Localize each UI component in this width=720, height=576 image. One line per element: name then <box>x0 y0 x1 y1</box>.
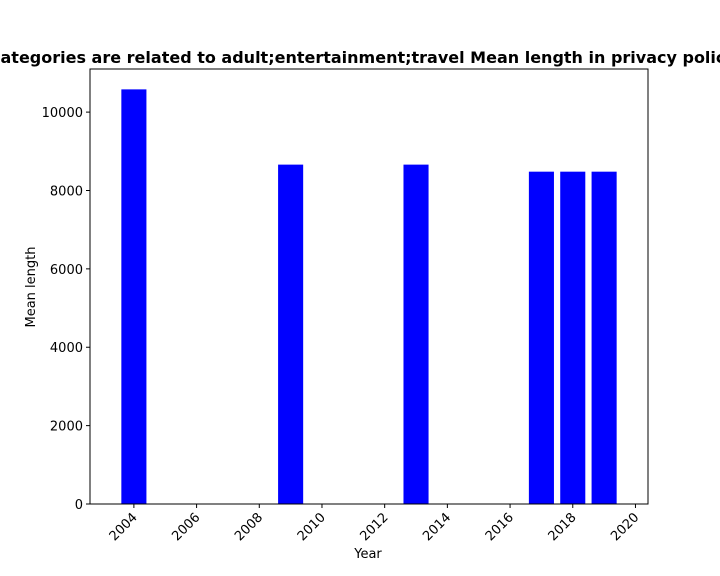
x-tick-label: 2016 <box>483 510 517 544</box>
x-tick-label: 2010 <box>295 510 329 544</box>
x-tick-label: 2008 <box>232 510 266 544</box>
x-tick-label: 2006 <box>169 510 203 544</box>
y-axis-title: Mean length <box>24 247 39 328</box>
x-tick-label: 2014 <box>420 510 454 544</box>
bar-2017 <box>528 171 554 505</box>
x-tick-label: 2020 <box>608 510 642 544</box>
y-tick-label: 10000 <box>42 106 83 121</box>
chart-title: Categories are related to adult;entertai… <box>0 48 720 67</box>
bars-group <box>121 89 617 505</box>
x-tick-label: 2004 <box>107 510 141 544</box>
plot-frame <box>89 68 649 505</box>
bar-2013 <box>403 164 429 504</box>
bar-2004 <box>121 89 147 504</box>
bar-2009 <box>278 164 304 504</box>
y-tick-label: 0 <box>75 498 83 513</box>
x-tick-label: 2012 <box>357 510 391 544</box>
y-tick-label: 8000 <box>50 184 83 199</box>
bar-2018 <box>560 171 586 505</box>
y-tick-label: 4000 <box>50 341 83 356</box>
bar-2019 <box>591 171 617 505</box>
x-axis-title: Year <box>353 547 382 562</box>
y-tick-label: 2000 <box>50 420 83 435</box>
x-tick-label: 2018 <box>546 510 580 544</box>
y-tick-label: 6000 <box>50 263 83 278</box>
x-axis: 2004 2006 2008 2010 2012 2014 2016 2018 2020 <box>107 504 642 544</box>
y-axis: 0 2000 4000 6000 8000 10000 <box>42 106 90 513</box>
